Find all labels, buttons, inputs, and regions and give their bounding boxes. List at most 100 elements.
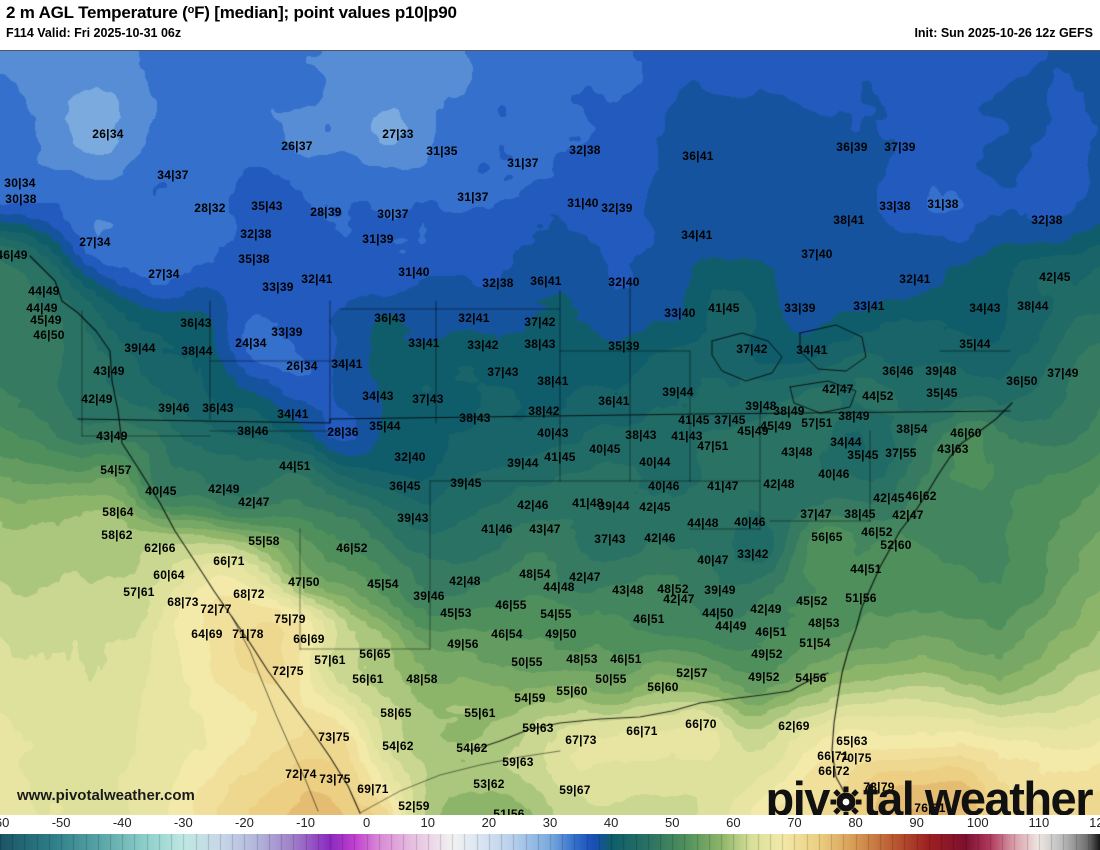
- point-value: 42|49: [208, 482, 240, 496]
- point-value: 31|37: [457, 190, 489, 204]
- point-value: 38|43: [625, 428, 657, 442]
- point-value: 33|39: [262, 280, 294, 294]
- point-value: 36|45: [389, 479, 421, 493]
- point-value: 34|43: [969, 301, 1001, 315]
- point-value: 38|54: [896, 422, 928, 436]
- colorbar: -60 -50 -40 -30 -20 -10 0 10 20 30 40 50 60 70 80 90 100…: [0, 815, 1100, 850]
- point-value: 50|55: [595, 672, 627, 686]
- point-value: 31|39: [362, 232, 394, 246]
- point-value: 51|56: [845, 591, 877, 605]
- point-value: 45|53: [440, 606, 472, 620]
- point-value: 38|44: [181, 344, 213, 358]
- point-value: 26|34: [92, 127, 124, 141]
- point-value: 66|71: [817, 749, 849, 763]
- point-value: 42|46: [644, 531, 676, 545]
- point-value: 52|59: [398, 799, 430, 813]
- point-value: 30|34: [4, 176, 36, 190]
- point-value: 39|49: [704, 583, 736, 597]
- point-value: 30|38: [5, 192, 37, 206]
- point-value: 35|45: [847, 448, 879, 462]
- point-value: 48|53: [566, 652, 598, 666]
- temperature-raster: [0, 51, 1100, 816]
- point-value: 65|63: [836, 734, 868, 748]
- point-value: 43|48: [781, 445, 813, 459]
- point-value: 31|35: [426, 144, 458, 158]
- point-value: 37|45: [714, 413, 746, 427]
- point-value: 41|45: [544, 450, 576, 464]
- point-value: 41|43: [671, 429, 703, 443]
- point-value: 46|51: [633, 612, 665, 626]
- point-value: 43|63: [937, 442, 969, 456]
- point-value: 42|47: [238, 495, 270, 509]
- point-value: 49|52: [751, 647, 783, 661]
- point-value: 44|48: [687, 516, 719, 530]
- point-value: 51|56: [493, 807, 525, 816]
- point-value: 59|63: [502, 755, 534, 769]
- point-value: 41|45: [678, 413, 710, 427]
- point-value: 43|47: [529, 522, 561, 536]
- point-value: 48|54: [519, 567, 551, 581]
- point-value: 39|43: [397, 511, 429, 525]
- point-value: 36|43: [180, 316, 212, 330]
- point-value: 66|69: [293, 632, 325, 646]
- point-value: 39|48: [925, 364, 957, 378]
- point-value: 44|49: [26, 301, 58, 315]
- point-value: 66|70: [685, 717, 717, 731]
- point-value: 59|63: [522, 721, 554, 735]
- point-value: 33|40: [664, 306, 696, 320]
- logo-text-post: tal weather: [862, 772, 1094, 816]
- point-value: 73|75: [318, 730, 350, 744]
- colorbar-gradient: [0, 834, 1100, 850]
- point-value: 42|47: [663, 592, 695, 606]
- colorbar-tick: 10: [420, 815, 435, 830]
- point-value: 56|65: [811, 530, 843, 544]
- point-value: 42|47: [892, 508, 924, 522]
- point-value: 36|41: [598, 394, 630, 408]
- point-value: 55|58: [248, 534, 280, 548]
- point-value: 37|42: [736, 342, 768, 356]
- point-value: 37|40: [801, 247, 833, 261]
- point-value: 42|49: [81, 392, 113, 406]
- colorbar-tick: 70: [787, 815, 802, 830]
- point-value: 36|43: [374, 311, 406, 325]
- colorbar-tick: -40: [112, 815, 132, 830]
- point-value: 33|41: [853, 299, 885, 313]
- title-text-rest: F) [median]; point values p10|p90: [194, 3, 457, 22]
- point-value: 39|44: [662, 385, 694, 399]
- point-value: 35|44: [369, 419, 401, 433]
- colorbar-tick: 110: [1028, 815, 1050, 830]
- point-value: 68|73: [167, 595, 199, 609]
- point-value: 42|45: [639, 500, 671, 514]
- point-value: 28|32: [194, 201, 226, 215]
- colorbar-tick: 80: [848, 815, 863, 830]
- point-value-layer: 26|34 26|37 27|33 31|35 31|37 32|38 36|41 36|39…: [0, 51, 1100, 816]
- point-value: 46|51: [610, 652, 642, 666]
- point-value: 57|61: [314, 653, 346, 667]
- point-value: 31|40: [398, 265, 430, 279]
- point-value: 73|79: [863, 780, 895, 794]
- point-value: 37|39: [884, 140, 916, 154]
- map-viewport[interactable]: 26|34 26|37 27|33 31|35 31|37 32|38 36|41 36|39…: [0, 50, 1100, 816]
- point-value: 44|52: [862, 389, 894, 403]
- point-value: 38|49: [838, 409, 870, 423]
- point-value: 62|69: [778, 719, 810, 733]
- point-value: 38|41: [833, 213, 865, 227]
- point-value: 42|48: [449, 574, 481, 588]
- point-value: 46|62: [905, 489, 937, 503]
- point-value: 39|44: [598, 499, 630, 513]
- point-value: 40|46: [818, 467, 850, 481]
- point-value: 38|49: [773, 404, 805, 418]
- point-value: 46|52: [336, 541, 368, 555]
- point-value: 43|49: [96, 429, 128, 443]
- point-value: 38|45: [844, 507, 876, 521]
- point-value: 38|43: [459, 411, 491, 425]
- point-value: 33|42: [737, 547, 769, 561]
- point-value: 42|48: [763, 477, 795, 491]
- point-value: 76|81: [914, 801, 946, 815]
- point-value: 42|45: [1039, 270, 1071, 284]
- point-value: 39|46: [158, 401, 190, 415]
- point-value: 44|51: [279, 459, 311, 473]
- point-value: 36|39: [836, 140, 868, 154]
- point-value: 34|41: [277, 407, 309, 421]
- point-value: 37|49: [1047, 366, 1079, 380]
